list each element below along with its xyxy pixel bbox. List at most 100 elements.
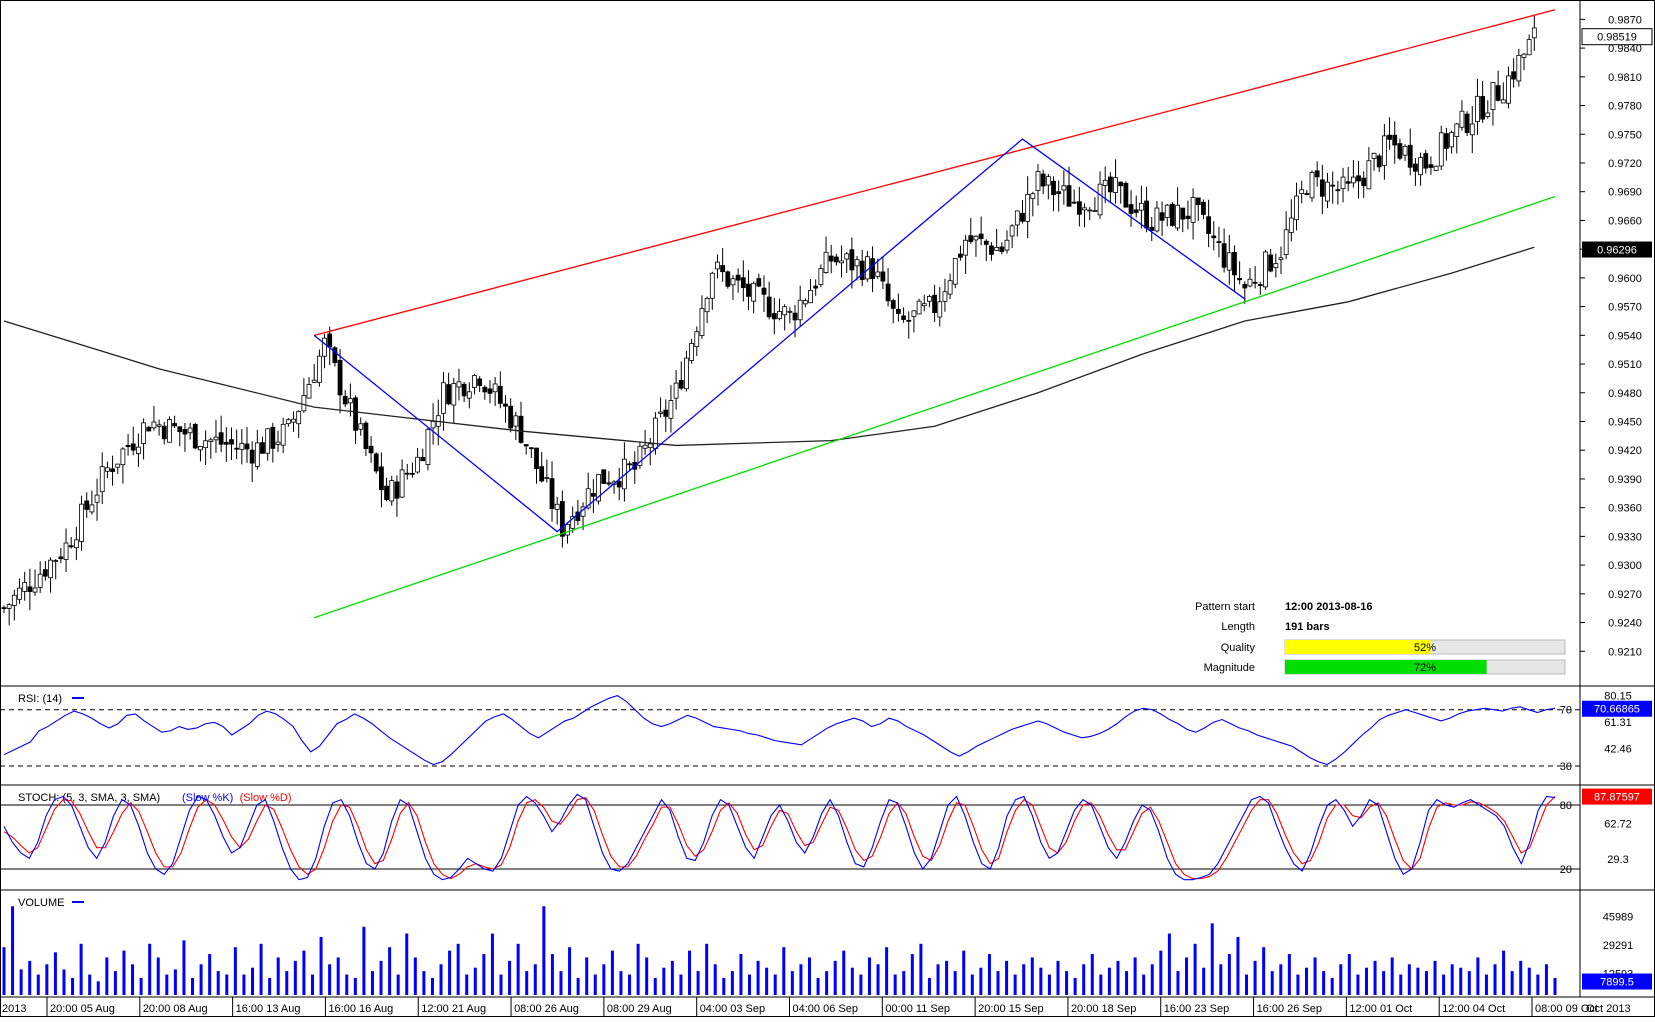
candle-body [921,303,927,307]
candle-body [1319,179,1325,197]
candle-body [839,260,844,264]
price-candles [1,15,1537,626]
candle-body [513,415,519,427]
pattern-zigzag-line [313,138,1246,533]
candle-body [989,245,994,255]
volume-bar [1287,954,1291,995]
volume-bar [310,974,314,995]
candle-body [130,443,136,451]
candle-body [1237,277,1243,281]
volume-current-label: 7899.5 [1600,977,1634,989]
volume-bar [1039,967,1043,995]
candle-body [813,285,819,289]
volume-bar [748,974,752,995]
volume-bar [499,974,503,995]
volume-bar [148,943,152,995]
candle-body [735,274,741,281]
candle-body [1413,163,1418,172]
volume-bar [1202,967,1206,995]
volume-bar [910,954,914,995]
stochastic-panel: STOCH: (5, 3, SMA, 3, SMA) (Slow %K) (Sl… [0,788,1652,881]
candle-body [658,411,663,414]
candle-body [916,300,922,315]
candle-body [808,289,813,304]
candle-body [906,319,912,322]
volume-bar [1510,971,1514,995]
candle-body [647,443,653,449]
candle-body [864,256,870,280]
volume-bar [1296,974,1300,995]
candle-body [1330,184,1336,187]
volume-bar [730,971,734,995]
candle-body [1516,54,1522,82]
rsi-level-label: 30 [1560,761,1572,773]
price-tick-label: 0.9720 [1608,158,1642,170]
candle-body [1387,134,1392,140]
price-tick-label: 0.9510 [1608,359,1642,371]
volume-bar [610,950,614,995]
pattern-length-value: 191 bars [1285,621,1330,633]
candle-body [761,287,767,295]
time-tick-label: 16:00 13 Aug [236,1003,301,1015]
volume-bar [670,960,674,995]
volume-bar [388,947,392,995]
candle-body [1459,110,1465,128]
candle-body [1190,197,1196,223]
volume-bar [1424,971,1428,995]
price-tick-label: 0.9690 [1608,187,1642,199]
volume-bar [1047,974,1051,995]
candle-body [1226,252,1232,271]
volume-bar [199,964,203,995]
candle-body [1139,202,1144,211]
candle-body [963,239,969,256]
volume-bar [362,926,366,995]
volume-bar [1279,964,1283,995]
candle-body [1361,177,1367,187]
candle-body [410,473,415,475]
candle-body [554,503,560,510]
candle-body [353,397,358,431]
price-tick-label: 0.9810 [1608,72,1642,84]
candle-body [503,403,508,407]
volume-bar [953,971,957,995]
candle-body [539,466,545,482]
volume-bar [1467,971,1471,995]
pattern-info-box: Pattern start 12:00 2013-08-16 Length 19… [1195,601,1566,675]
volume-bar [53,952,57,995]
candle-body [1428,164,1434,168]
candle-body [1175,204,1180,229]
candle-body [270,426,276,449]
volume-bar [1339,964,1343,995]
volume-bar [1347,954,1351,995]
candle-body [1469,123,1475,136]
candle-body [1092,210,1098,212]
magnitude-bar-text: 72% [1414,662,1436,674]
volume-bar [919,943,923,995]
candle-body [497,385,503,404]
volume-bar [465,974,469,995]
candle-body [446,384,452,405]
price-tick-label: 0.9750 [1608,129,1642,141]
candle-body [1402,145,1408,156]
candle-body [642,444,648,449]
volume-bar [182,940,186,995]
volume-bar [139,977,143,995]
candle-body [751,282,757,302]
candle-body [342,395,348,405]
volume-bar [525,971,529,995]
candle-body [684,357,689,390]
volume-bar [396,974,400,995]
volume-bar [1210,923,1214,995]
candle-body [590,493,596,497]
stoch-title: STOCH: (5, 3, SMA, 3, SMA) [18,792,160,804]
candle-body [1263,251,1268,288]
candle-body [1500,99,1506,104]
price-tick-label: 0.9420 [1608,445,1642,457]
rsi-title: RSI: (14) [18,693,62,705]
candle-body [363,422,369,449]
rsi-current-box [1582,700,1652,717]
candle-body [870,258,875,280]
volume-bar [1253,960,1257,995]
